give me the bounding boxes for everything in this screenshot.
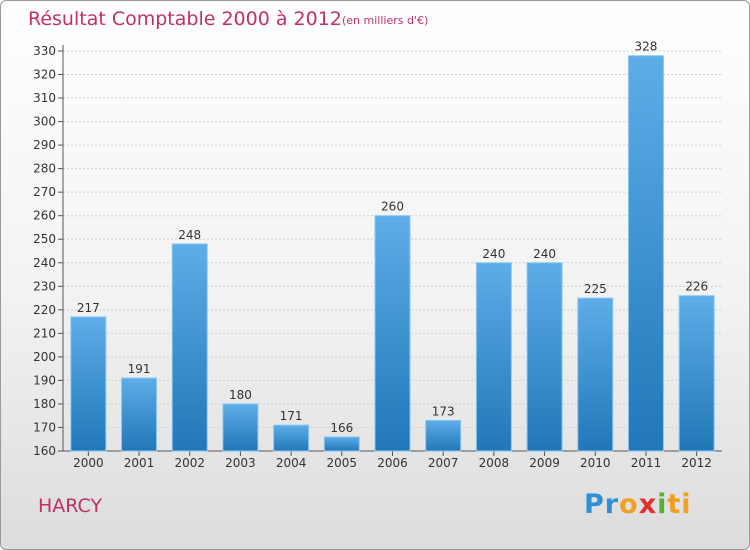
logo-letter: P: [584, 489, 605, 520]
proxiti-logo: Proxiti: [584, 489, 692, 520]
x-tick-label-2009: 2009: [529, 456, 560, 470]
y-tick-label: 190: [33, 373, 56, 387]
logo-letter: ti: [667, 489, 692, 520]
bar-2005: [323, 436, 360, 452]
bar-2008: [475, 262, 512, 452]
y-tick-label: 240: [33, 256, 56, 270]
value-label-2008: 240: [482, 247, 505, 261]
x-tick-label-2004: 2004: [276, 456, 307, 470]
y-tick-label: 200: [33, 350, 56, 364]
value-label-2007: 173: [432, 404, 455, 418]
logo-letter: r: [604, 489, 620, 520]
y-tick-label: 170: [33, 420, 56, 434]
y-tick-label: 310: [33, 91, 56, 105]
y-tick-label: 290: [33, 138, 56, 152]
logo-letter: x: [638, 489, 658, 520]
x-tick-label-2003: 2003: [225, 456, 256, 470]
x-tick-label-2010: 2010: [580, 456, 611, 470]
value-label-2006: 260: [381, 200, 404, 214]
logo-letter: o: [619, 489, 639, 520]
value-label-2001: 191: [128, 362, 151, 376]
y-tick-label: 300: [33, 115, 56, 129]
bar-2012: [678, 295, 715, 452]
y-tick-label: 320: [33, 68, 56, 82]
bar-2009: [526, 262, 563, 452]
y-tick-label: 330: [33, 44, 56, 58]
bar-2011: [627, 55, 664, 452]
value-label-2002: 248: [178, 228, 201, 242]
x-tick-label-2001: 2001: [124, 456, 155, 470]
y-tick-label: 180: [33, 397, 56, 411]
x-tick-label-2007: 2007: [428, 456, 459, 470]
bar-2003: [222, 403, 259, 452]
y-tick-label: 260: [33, 209, 56, 223]
x-tick-label-2005: 2005: [327, 456, 358, 470]
logo-letter: i: [657, 489, 668, 520]
commune-name: HARCY: [38, 495, 103, 517]
x-tick-label-2006: 2006: [377, 456, 408, 470]
value-label-2003: 180: [229, 388, 252, 402]
value-label-2010: 225: [584, 282, 607, 296]
bar-2001: [121, 377, 158, 452]
value-label-2009: 240: [533, 247, 556, 261]
value-label-2000: 217: [77, 301, 100, 315]
x-tick-label-2008: 2008: [479, 456, 510, 470]
value-label-2011: 328: [635, 40, 658, 54]
chart-subtitle: (en milliers d'€): [342, 14, 429, 27]
y-tick-label: 280: [33, 162, 56, 176]
x-tick-label-2000: 2000: [73, 456, 104, 470]
value-label-2012: 226: [685, 280, 708, 294]
bar-2004: [273, 424, 310, 452]
y-tick-label: 210: [33, 326, 56, 340]
value-label-2005: 166: [330, 421, 353, 435]
x-tick-label-2002: 2002: [174, 456, 205, 470]
y-tick-label: 230: [33, 279, 56, 293]
x-tick-label-2012: 2012: [681, 456, 712, 470]
y-tick-label: 220: [33, 303, 56, 317]
bar-2000: [70, 316, 107, 452]
x-tick-label-2011: 2011: [631, 456, 662, 470]
bar-2002: [171, 243, 208, 452]
y-tick-label: 250: [33, 232, 56, 246]
y-tick-label: 270: [33, 185, 56, 199]
value-label-2004: 171: [280, 409, 303, 423]
bar-2010: [577, 297, 614, 452]
bars: [70, 55, 715, 452]
labels: 160 170 180 190 200 210 220 230 240 250 260 270 280 2…: [33, 40, 712, 470]
y-tick-label: 160: [33, 444, 56, 458]
bar-2006: [374, 215, 411, 452]
bar-2007: [425, 419, 462, 452]
chart-title: Résultat Comptable 2000 à 2012: [28, 8, 342, 30]
